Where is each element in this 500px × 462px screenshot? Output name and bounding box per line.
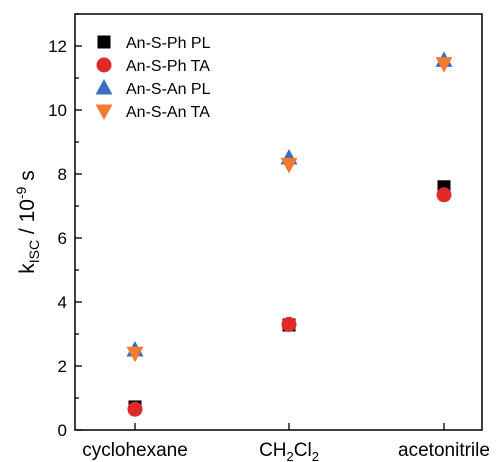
legend-marker [95,104,113,120]
y-tick-label: 12 [48,37,67,56]
y-axis-title: kISC / 10-9 s [13,170,42,274]
data-point [435,57,453,73]
plot-frame [74,13,483,431]
data-point [281,316,297,332]
x-axis-ticks: cyclohexane CH2Cl2 acetonitrile [82,423,490,462]
legend-entry: An-S-An TA [95,104,210,121]
y-axis-ticks: 0 2 4 6 8 10 12 [48,13,82,440]
series-an-s-ph-ta [127,187,452,417]
y-tick-label: 10 [48,101,67,120]
legend-marker [95,79,113,95]
y-tick-label: 6 [58,229,67,248]
data-point [126,346,144,363]
data-point [436,187,452,203]
data-point [127,401,143,417]
legend-label: An-S-An TA [126,104,210,121]
legend-label: An-S-Ph TA [126,58,210,75]
x-tick-label: CH2Cl2 [259,440,319,462]
legend-label: An-S-Ph PL [126,35,211,52]
y-tick-label: 2 [58,357,67,376]
y-tick-label: 0 [58,421,67,440]
y-tick-label: 4 [58,293,67,312]
data-markers [126,51,453,417]
series-an-s-an-ta [126,57,453,363]
plot-border [74,13,483,431]
legend-entry: An-S-An PL [95,79,211,98]
legend-marker [97,35,111,49]
legend-label: An-S-An PL [126,81,211,98]
y-tick-label: 8 [58,165,67,184]
legend: An-S-Ph PL An-S-Ph TA An-S-An PL An-S-An TA [95,35,211,121]
legend-marker [96,57,112,73]
x-tick-label: acetonitrile [398,440,490,461]
legend-entry: An-S-Ph TA [96,57,210,75]
data-point [280,157,298,174]
series-an-s-ph-pl [128,180,451,414]
legend-entry: An-S-Ph PL [97,35,211,52]
x-tick-label: cyclohexane [82,440,188,461]
